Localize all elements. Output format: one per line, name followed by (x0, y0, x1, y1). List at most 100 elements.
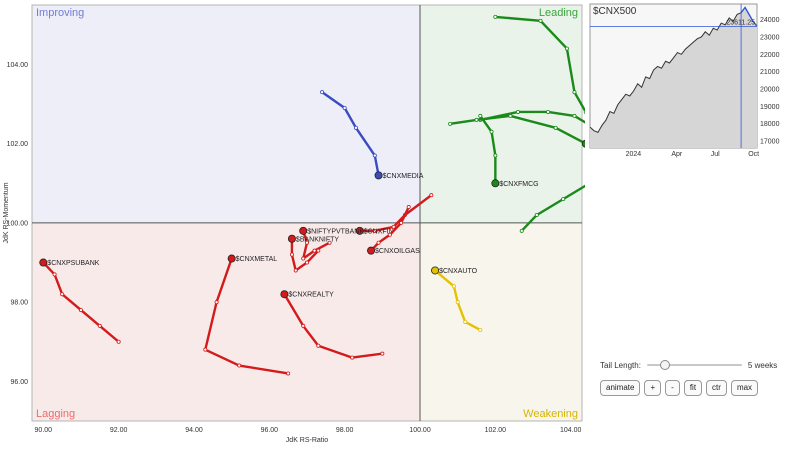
fit-button[interactable]: fit (683, 380, 703, 396)
cnxrealty-head-point (280, 290, 289, 299)
animate-button[interactable]: animate (600, 380, 641, 396)
cnxmedia-label: $CNXMEDIA (383, 173, 424, 180)
cnxhealthcare-head-point (581, 139, 585, 148)
cnxrealty-tail-point (301, 323, 306, 328)
cnxpsubank-head-point (39, 258, 48, 267)
cnxoilgas-tail-point (399, 220, 404, 225)
y-tick-label: 102.00 (7, 141, 29, 148)
mini-y-tick-label: 17000 (760, 139, 780, 146)
cnxmedia-head-point (374, 171, 383, 180)
center-button[interactable]: ctr (706, 380, 727, 396)
cnxit-tail-point (583, 110, 585, 114)
cnxconsumerdurables-tail-point (561, 197, 566, 202)
chart-controls: Tail Length: 5 weeks animate + - fit ctr… (600, 360, 796, 396)
mini-x-tick-label: Oct (748, 151, 759, 158)
cnxhealthcare-tail-point (448, 121, 453, 126)
niftypvtbank-head-point (299, 226, 308, 235)
niftypvtbank-tail-point (301, 256, 306, 261)
cnxpharma-tail-point (515, 109, 520, 114)
cnxfmcg-label: $CNXFMCG (499, 181, 538, 188)
mini-price-line (589, 12, 742, 134)
slider-knob[interactable] (659, 360, 670, 370)
cnxhealthcare-tail-point (508, 113, 513, 118)
cnxit-tail-point (538, 18, 543, 23)
cnxit-tail-point (564, 46, 569, 51)
rrg-chart: Improving Leading Weakening Lagging 90.00 92.… (3, 4, 585, 444)
cnxconsumerdurables-tail (520, 184, 585, 233)
lagging-label: Lagging (36, 408, 75, 420)
cnxhealthcare-tail-point (553, 125, 558, 130)
mini-recent-line (740, 6, 758, 27)
y-tick-label: 104.00 (7, 62, 29, 69)
cnxrealty-tail-point (350, 355, 355, 360)
mini-y-tick-label: 23000 (760, 34, 780, 41)
mini-y-tick-label: 24000 (760, 17, 780, 24)
cnxauto-tail-point (451, 284, 456, 289)
cnxfin-tail-point (429, 193, 434, 198)
slider-track (646, 364, 742, 366)
x-tick-label: 102.00 (485, 427, 507, 434)
mini-y-tick-label: 20000 (760, 87, 780, 94)
cnxauto-head-point (431, 266, 440, 275)
cnxfin-tail-point (391, 224, 396, 229)
banknifty-label: $BANKNIFTY (296, 236, 340, 243)
y-axis-label: JdK RS-Momentum (3, 182, 10, 243)
x-tick-label: 94.00 (185, 427, 203, 434)
max-button[interactable]: max (730, 380, 759, 396)
cnxoilgas-tail-point (406, 205, 411, 210)
plot-frame (31, 4, 583, 422)
cnxfmcg-tail-point (493, 153, 498, 158)
cnxfin-label: $CNXFIN (364, 228, 394, 235)
improving-label: Improving (36, 7, 84, 19)
x-tick-label: 92.00 (110, 427, 128, 434)
zoom-out-button[interactable]: - (665, 380, 680, 396)
mini-x-tick-label: Jul (711, 151, 720, 158)
cnxmetal-tail-point (286, 371, 291, 376)
mini-x-tick-label: 2024 (626, 151, 642, 158)
cnxoilgas-label: $CNXOILGAS (375, 248, 420, 255)
cnxfmcg-head-point (491, 179, 500, 188)
cnxauto-label: $CNXAUTO (439, 268, 478, 275)
cnxpsubank-tail-point (78, 308, 83, 313)
cnxmedia-tail-point (353, 125, 358, 130)
cnxpsubank-label: $CNXPSUBANK (47, 260, 99, 267)
cnxoilgas-tail-point (376, 240, 381, 245)
cnxmetal-label: $CNXMETAL (236, 256, 278, 263)
niftypvtbank-tail-point (304, 240, 309, 245)
cnxfmcg-tail-point (489, 129, 494, 134)
cnxrealty-tail-point (380, 351, 385, 356)
cnxit-tail (494, 15, 585, 113)
cnxmedia-tail-point (320, 90, 325, 95)
cnxmedia-tail-point (372, 153, 377, 158)
mini-y-tick-label: 22000 (760, 52, 780, 59)
niftypvtbank-tail-point (312, 248, 317, 253)
improving-quadrant (32, 5, 421, 223)
cnxpharma-tail-point (572, 113, 577, 118)
mini-last-value-label: 23611.25 (726, 19, 755, 26)
cnxhealthcare-tail-point (474, 117, 479, 122)
x-tick-label: 100.00 (409, 427, 431, 434)
weakening-quadrant (420, 222, 582, 421)
cnxpsubank-tail-point (116, 339, 121, 344)
cnxpsubank-tail (42, 261, 120, 343)
banknifty-tail-point (304, 260, 309, 265)
banknifty-tail-point (289, 252, 294, 257)
cnxpsubank-tail-point (97, 323, 102, 328)
cnxmetal-tail-point (237, 363, 242, 368)
y-tick-label: 100.00 (7, 220, 29, 227)
zoom-in-button[interactable]: + (644, 380, 662, 396)
cnxfin-head-point (355, 226, 364, 235)
mini-chart-title: $CNX500 (593, 6, 637, 17)
cnxit-tail-point (572, 90, 577, 95)
mini-y-tick-label: 19000 (760, 104, 780, 111)
cnxauto-tail-point (455, 300, 460, 305)
control-buttons: animate + - fit ctr max (600, 380, 796, 396)
cnxmetal-tail-point (203, 347, 208, 352)
y-tick-label: 96.00 (10, 379, 28, 386)
tail-length-slider[interactable] (646, 360, 742, 370)
mini-area-fill (590, 7, 757, 149)
cnxmetal-tail-point (214, 300, 219, 305)
cnxfmcg-tail (479, 114, 497, 185)
mini-x-tick-label: Apr (671, 151, 683, 158)
x-tick-label: 104.00 (560, 427, 582, 434)
